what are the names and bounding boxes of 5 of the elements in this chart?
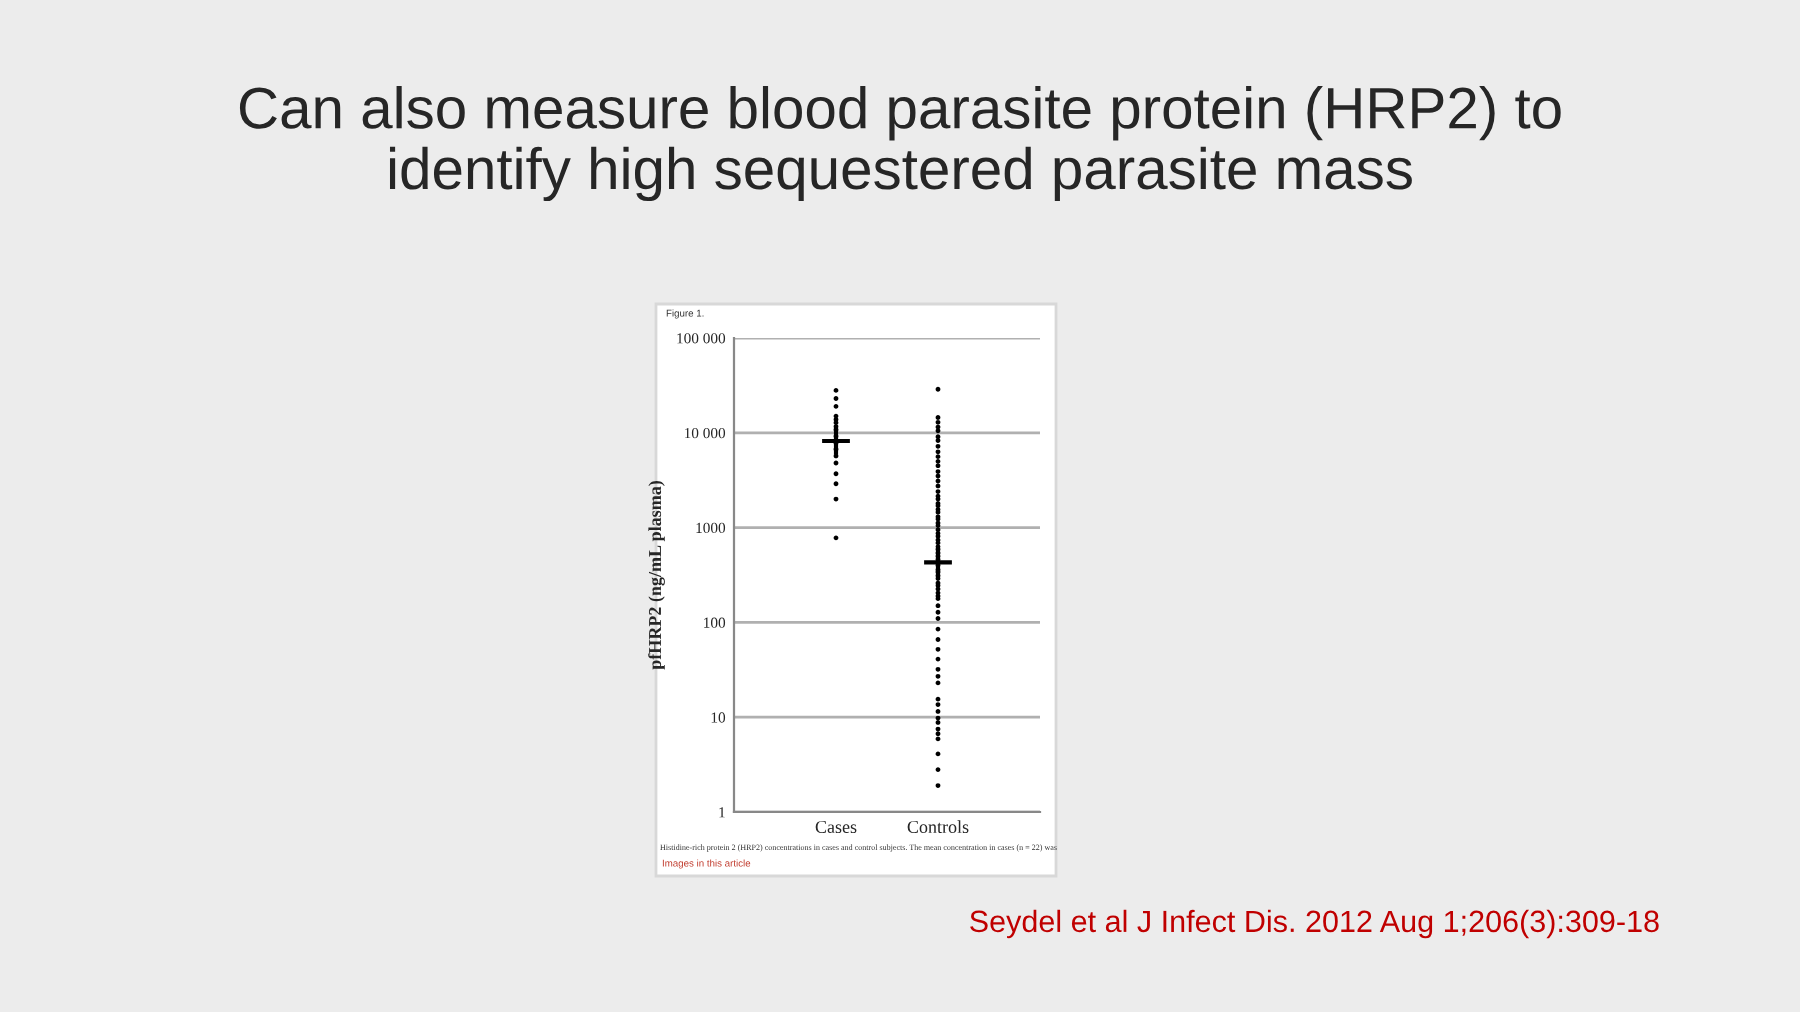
chart-title: Can also measure blood parasite protein (HRP2) to identify high sequestered parasite mass — [239, 86, 1561, 202]
y-axis-title: pfHRP2 (ng/mL plasma) — [648, 480, 665, 670]
x-tick-label: Controls — [907, 820, 969, 834]
x-tick-label: Cases — [815, 820, 857, 834]
text: Seydel et al J Infect Dis. 2012 Aug 1;206(3):309-18 — [970, 909, 1659, 939]
